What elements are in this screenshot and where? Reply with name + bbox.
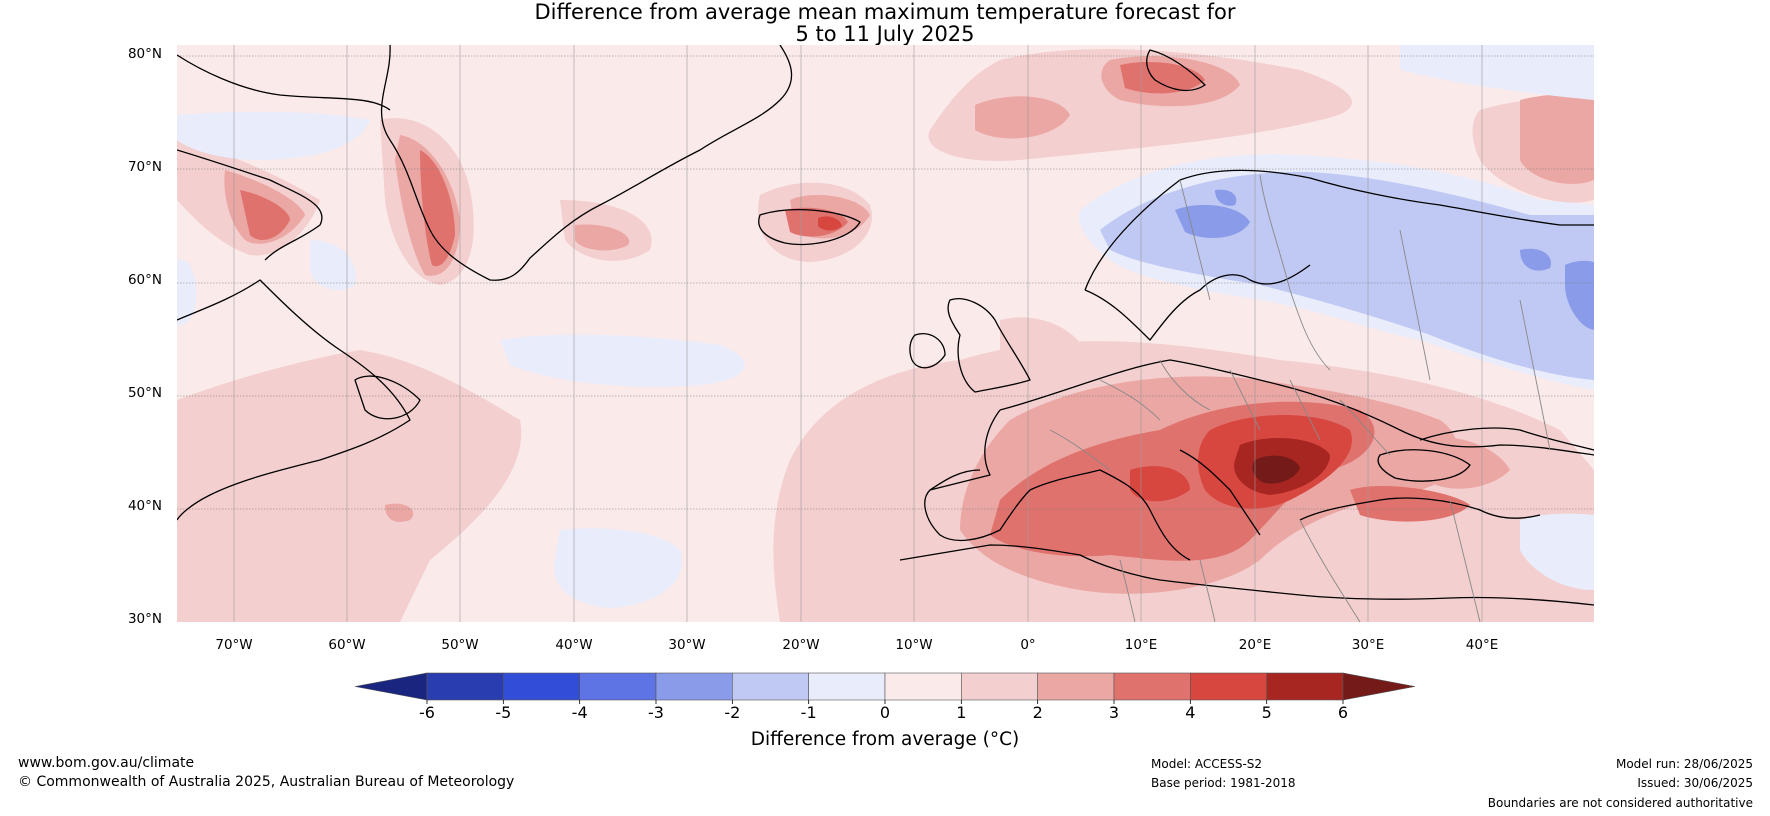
bom-url-link[interactable]: www.bom.gov.au/climate [18,755,195,771]
lon-label-60w: 60°W [328,637,366,653]
lon-label-30w: 30°W [668,637,706,653]
lat-label-70n: 70°N [127,159,162,175]
colorbar-segment [961,672,1038,701]
lon-label-10e: 10°E [1124,637,1158,653]
colorbar-segments [426,672,1344,701]
colorbar-tick-label: -6 [419,703,435,722]
map-subtitle-dates: 5 to 11 July 2025 [795,22,975,46]
colorbar-tick-label: -1 [800,703,817,722]
colorbar-tick-label: -5 [495,703,512,722]
lon-label-40w: 40°W [555,637,593,653]
colorbar-segment [655,672,733,701]
colorbar-tick-label: 3 [1108,703,1120,722]
lat-label-30n: 30°N [127,611,162,627]
colorbar-segment [884,672,962,701]
colorbar-tick-label: -2 [724,703,741,722]
colorbar-tick-label: 4 [1185,703,1196,722]
colorbar-tick-label: -3 [648,703,664,722]
colorbar-tick-label: 5 [1261,703,1272,722]
colorbar-tick-label: 1 [956,703,967,722]
colorbar-label: Difference from average (°C) [750,729,1020,750]
lon-label-10w: 10°W [895,637,933,653]
lon-label-30e: 30°E [1351,637,1385,653]
boundaries-disclaimer: Boundaries are not considered authoritat… [1487,796,1753,810]
lon-label-20w: 20°W [782,637,820,653]
colorbar-segment [579,672,657,701]
colorbar-segment [503,672,580,701]
colorbar-tick-marks [426,700,1344,704]
colorbar-segment [1113,672,1191,701]
map-title: Difference from average mean maximum tem… [534,0,1236,24]
model-run-date: Model run: 28/06/2025 [1615,757,1753,771]
colorbar-extend-low [354,672,428,701]
colorbar-segment [1266,672,1344,701]
lat-label-80n: 80°N [127,46,162,62]
model-name: Model: ACCESS-S2 [1151,757,1263,771]
colorbar-tick-label: 0 [879,703,891,722]
lat-label-40n: 40°N [127,498,162,514]
colorbar-tick-label: 6 [1337,703,1349,722]
lat-label-50n: 50°N [127,385,162,401]
map-plot-area [177,45,1594,622]
colorbar-tick-label: 2 [1032,703,1043,722]
coastlines [177,45,1594,606]
colorbar-segment [1037,672,1115,701]
lon-label-50w: 50°W [441,637,479,653]
graticule [177,55,1594,510]
meridians [233,45,1483,622]
country-borders [1049,174,1551,622]
copyright-text: © Commonwealth of Australia 2025, Austra… [18,774,515,790]
colorbar-segment [732,672,809,701]
anomaly-band-neg-3-neg-2 [1175,189,1594,330]
colorbar-tick-label: -4 [571,703,588,722]
anomaly-band-over-6 [1252,455,1300,484]
colorbar-segment [1190,672,1267,701]
lon-label-0: 0° [1020,637,1036,653]
colorbar-segment [808,672,886,701]
colorbar-segment [426,672,504,701]
lat-label-60n: 60°N [127,272,162,288]
lon-label-70w: 70°W [215,637,253,653]
issued-date: Issued: 30/06/2025 [1637,776,1753,790]
lon-label-20e: 20°E [1238,637,1272,653]
base-period: Base period: 1981-2018 [1151,776,1296,790]
lon-label-40e: 40°E [1465,637,1499,653]
colorbar-extend-high [1342,672,1416,701]
